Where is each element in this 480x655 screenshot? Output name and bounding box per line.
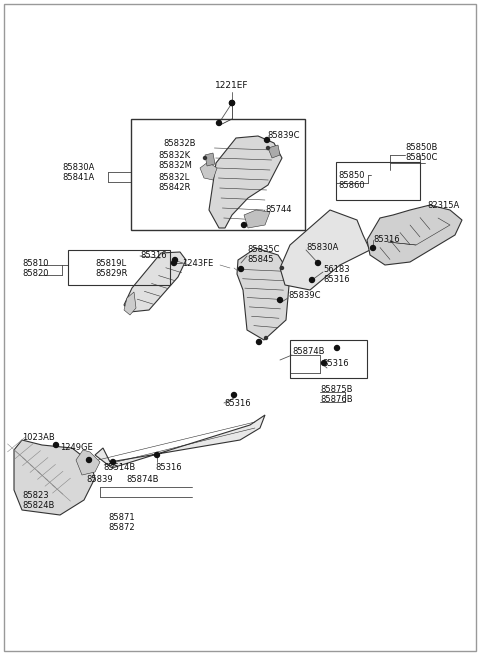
Text: 85835C: 85835C: [247, 246, 279, 255]
Circle shape: [315, 261, 321, 265]
Circle shape: [229, 100, 235, 105]
Text: 85842R: 85842R: [158, 183, 191, 193]
Text: 85830A: 85830A: [306, 242, 338, 252]
Text: 85744: 85744: [265, 206, 291, 214]
Text: 85874B: 85874B: [292, 348, 324, 356]
Text: 85874B: 85874B: [126, 476, 158, 485]
Text: 85841A: 85841A: [62, 172, 94, 181]
Circle shape: [322, 360, 326, 365]
Circle shape: [335, 345, 339, 350]
Text: 85316: 85316: [373, 236, 400, 244]
Text: 56183: 56183: [323, 265, 349, 274]
Polygon shape: [268, 145, 280, 158]
Circle shape: [231, 392, 237, 398]
Circle shape: [171, 261, 177, 265]
Text: 85832B: 85832B: [163, 138, 195, 147]
Bar: [336, 162, 420, 200]
Polygon shape: [367, 205, 462, 265]
Circle shape: [241, 223, 247, 227]
Circle shape: [266, 147, 269, 149]
Circle shape: [155, 453, 159, 457]
Polygon shape: [200, 162, 217, 180]
Circle shape: [256, 339, 262, 345]
Text: 85876B: 85876B: [320, 396, 353, 405]
Text: 85860: 85860: [338, 181, 365, 189]
Bar: [290, 340, 367, 378]
Circle shape: [172, 257, 178, 263]
Polygon shape: [124, 252, 186, 312]
Text: 85832L: 85832L: [158, 174, 189, 183]
Text: 85850: 85850: [338, 170, 364, 179]
Text: 85845: 85845: [247, 255, 274, 265]
Text: 85819L: 85819L: [95, 259, 126, 269]
Polygon shape: [237, 248, 290, 340]
Text: 85316: 85316: [322, 360, 348, 369]
Bar: [68, 250, 170, 285]
Text: 85316: 85316: [323, 276, 349, 284]
Polygon shape: [244, 210, 270, 228]
Text: 85316: 85316: [224, 398, 251, 407]
Text: 85850B: 85850B: [405, 143, 437, 153]
Text: 85839C: 85839C: [267, 132, 300, 141]
Circle shape: [264, 337, 267, 339]
Text: 85823: 85823: [22, 491, 48, 500]
Polygon shape: [95, 415, 265, 468]
Text: 1023AB: 1023AB: [22, 432, 55, 441]
Polygon shape: [124, 292, 136, 315]
Text: 85875B: 85875B: [320, 386, 352, 394]
Text: 1243FE: 1243FE: [182, 259, 213, 267]
Text: 85839C: 85839C: [288, 291, 321, 299]
Circle shape: [264, 138, 269, 143]
Text: 85824B: 85824B: [22, 500, 54, 510]
Text: 85810: 85810: [22, 259, 48, 269]
Text: 85316: 85316: [155, 464, 181, 472]
Circle shape: [310, 278, 314, 282]
Text: 85832K: 85832K: [158, 151, 190, 160]
Bar: [131, 119, 305, 230]
Polygon shape: [209, 136, 282, 228]
Circle shape: [53, 443, 59, 447]
Text: 85829R: 85829R: [95, 269, 127, 278]
Text: 82315A: 82315A: [427, 200, 459, 210]
Circle shape: [110, 460, 116, 464]
Circle shape: [277, 297, 283, 303]
Circle shape: [371, 246, 375, 250]
Text: 85872: 85872: [108, 523, 134, 533]
Text: 85850C: 85850C: [405, 153, 437, 162]
Circle shape: [239, 267, 243, 272]
Circle shape: [86, 457, 92, 462]
Text: 85316: 85316: [140, 252, 167, 261]
Polygon shape: [205, 153, 215, 166]
Text: 85871: 85871: [108, 514, 134, 523]
Text: 85820: 85820: [22, 269, 48, 278]
Text: 85514B: 85514B: [103, 464, 135, 472]
Polygon shape: [76, 450, 100, 475]
Polygon shape: [14, 440, 95, 515]
Circle shape: [204, 157, 206, 160]
Text: 1221EF: 1221EF: [215, 81, 249, 90]
Text: 1249GE: 1249GE: [60, 443, 93, 453]
Polygon shape: [280, 210, 370, 290]
Circle shape: [229, 100, 235, 105]
Circle shape: [216, 121, 221, 126]
Circle shape: [280, 267, 284, 269]
Text: 85839: 85839: [86, 476, 113, 485]
Text: 85832M: 85832M: [158, 160, 192, 170]
Text: 85830A: 85830A: [62, 162, 95, 172]
